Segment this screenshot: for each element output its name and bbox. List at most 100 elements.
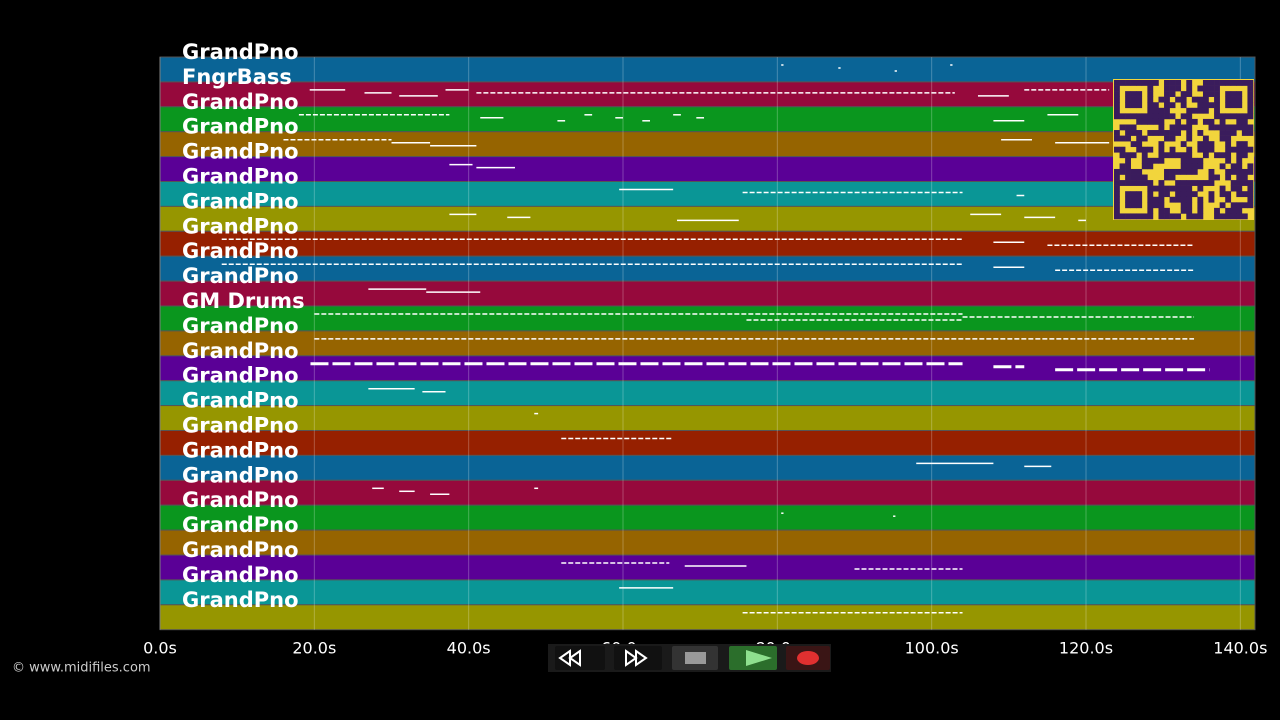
qr-module <box>1247 96 1254 103</box>
qr-module <box>1214 174 1220 181</box>
qr-module <box>1236 152 1243 159</box>
track-label: GrandPno <box>182 140 299 164</box>
qr-module <box>1230 146 1237 153</box>
qr-module <box>1147 107 1154 114</box>
qr-module <box>1180 152 1187 159</box>
track-label: GrandPno <box>182 389 299 413</box>
play-icon <box>746 650 772 666</box>
qr-module <box>1219 118 1226 125</box>
qr-module <box>1214 85 1220 92</box>
qr-module <box>1219 185 1226 192</box>
qr-module <box>1141 113 1148 120</box>
track-lane <box>159 604 1256 631</box>
qr-module <box>1241 130 1248 136</box>
track-lane <box>159 56 1256 83</box>
qr-module <box>1136 191 1143 198</box>
qr-module <box>1219 113 1226 120</box>
qr-module <box>1175 180 1182 186</box>
track-label: GrandPno <box>182 90 299 114</box>
qr-module <box>1247 202 1254 209</box>
qr-module <box>1186 213 1193 220</box>
qr-module <box>1158 113 1165 120</box>
x-tick-label: 40.0s <box>447 639 491 658</box>
qr-module <box>1119 146 1126 153</box>
qr-module <box>1197 196 1204 203</box>
qr-module <box>1114 202 1120 209</box>
rewind-button[interactable] <box>555 646 605 670</box>
qr-module <box>1225 135 1232 142</box>
qr-module <box>1147 163 1154 170</box>
qr-module <box>1219 135 1226 142</box>
qr-module <box>1241 152 1248 159</box>
qr-module <box>1152 202 1159 209</box>
qr-module <box>1236 124 1243 131</box>
qr-module <box>1175 130 1182 136</box>
x-tick-label: 100.0s <box>905 639 959 658</box>
qr-module <box>1152 130 1159 136</box>
qr-module <box>1191 168 1198 175</box>
qr-module <box>1158 141 1165 148</box>
qr-module <box>1175 85 1182 92</box>
qr-module <box>1230 96 1237 103</box>
qr-module <box>1136 102 1143 109</box>
qr-module <box>1180 96 1187 103</box>
qr-module <box>1247 191 1254 198</box>
forward-button[interactable] <box>614 646 662 670</box>
track-label: GrandPno <box>182 264 299 288</box>
qr-module <box>1147 96 1154 103</box>
qr-module <box>1125 196 1131 203</box>
play-button[interactable] <box>729 646 777 670</box>
qr-module <box>1202 85 1209 92</box>
qr-module <box>1136 180 1143 186</box>
qr-module <box>1180 141 1187 148</box>
qr-module <box>1186 113 1193 120</box>
qr-module <box>1197 85 1204 92</box>
qr-module <box>1219 130 1226 136</box>
qr-module <box>1175 196 1182 203</box>
qr-module <box>1186 185 1193 192</box>
track-label: GrandPno <box>182 189 299 213</box>
qr-module <box>1147 118 1154 125</box>
record-button[interactable] <box>786 646 830 670</box>
qr-module <box>1208 85 1215 92</box>
qr-module <box>1236 141 1243 148</box>
track-label: GrandPno <box>182 214 299 238</box>
qr-module <box>1180 113 1187 120</box>
track-lane <box>159 529 1256 556</box>
qr-module <box>1114 85 1120 92</box>
qr-module <box>1247 124 1254 131</box>
track-label: GrandPno <box>182 115 299 139</box>
track-label: GrandPno <box>182 513 299 537</box>
qr-module <box>1114 107 1120 114</box>
stop-icon <box>685 652 706 664</box>
qr-module <box>1147 207 1154 214</box>
qr-module <box>1186 168 1193 175</box>
qr-module <box>1114 168 1120 175</box>
qr-module <box>1125 163 1131 170</box>
qr-module <box>1141 163 1148 170</box>
qr-module <box>1114 174 1120 181</box>
forward-button-bg <box>614 646 662 670</box>
qr-module <box>1236 180 1243 186</box>
qr-module <box>1191 107 1198 114</box>
qr-module <box>1158 96 1165 103</box>
qr-module <box>1169 185 1176 192</box>
qr-module <box>1197 185 1204 192</box>
qr-module <box>1119 180 1126 186</box>
qr-module <box>1180 163 1187 170</box>
qr-module <box>1147 185 1154 192</box>
qr-module <box>1152 113 1159 120</box>
qr-module <box>1225 96 1232 103</box>
qr-module <box>1225 113 1232 120</box>
qr-module <box>1125 202 1131 209</box>
qr-module <box>1119 163 1126 170</box>
qr-module <box>1164 80 1170 86</box>
qr-module <box>1125 174 1131 181</box>
stop-button[interactable] <box>672 646 718 670</box>
record-icon <box>797 651 819 665</box>
qr-module <box>1175 118 1182 125</box>
track-label: GrandPno <box>182 314 299 338</box>
qr-module <box>1236 157 1243 164</box>
qr-module <box>1125 91 1131 97</box>
qr-module <box>1152 80 1159 86</box>
